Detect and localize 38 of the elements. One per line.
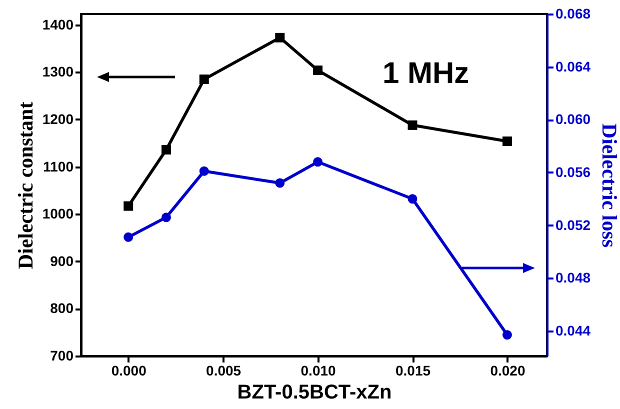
point (408, 194, 418, 204)
y2-tick-label: 0.056 (556, 164, 591, 180)
x-tick-label: 0.020 (490, 362, 526, 378)
y2-tick-label: 0.044 (556, 322, 591, 338)
point (275, 32, 285, 42)
point (124, 201, 134, 211)
y-tick-label: 1300 (42, 64, 74, 80)
point (124, 232, 134, 242)
y-tick-label: 800 (50, 300, 74, 316)
y-tick-label: 1000 (42, 206, 74, 222)
y-tick-label: 1100 (43, 158, 74, 174)
y2-axis-title: Dielectric loss (598, 123, 620, 248)
point (313, 157, 323, 167)
x-tick-label: 0.015 (395, 362, 431, 378)
x-tick-label: 0.000 (111, 362, 147, 378)
point (313, 66, 323, 76)
x-axis-title: BZT-0.5BCT-xZn (237, 382, 392, 404)
y2-tick-label: 0.064 (556, 58, 591, 74)
point (199, 166, 209, 176)
point (162, 212, 171, 222)
point (162, 145, 171, 155)
y2-tick-label: 0.060 (556, 111, 591, 128)
y-tick-label: 1200 (42, 110, 74, 127)
x-tick-label: 0.010 (300, 362, 336, 378)
y2-tick-label: 0.048 (556, 270, 591, 286)
y-tick-label: 900 (50, 252, 74, 269)
point (275, 178, 285, 188)
annotation: 1 MHz (382, 57, 470, 90)
y2-tick-label: 0.068 (556, 6, 591, 22)
y2-tick-label: 0.052 (556, 216, 591, 233)
point (199, 74, 209, 84)
point (502, 136, 512, 146)
x-tick-label: 0.005 (206, 362, 242, 378)
point (408, 120, 418, 130)
y-tick-label: 1400 (42, 16, 74, 32)
y-axis-title: Dielectric constant (13, 102, 38, 270)
y-tick-label: 700 (50, 348, 74, 364)
point (502, 330, 512, 340)
